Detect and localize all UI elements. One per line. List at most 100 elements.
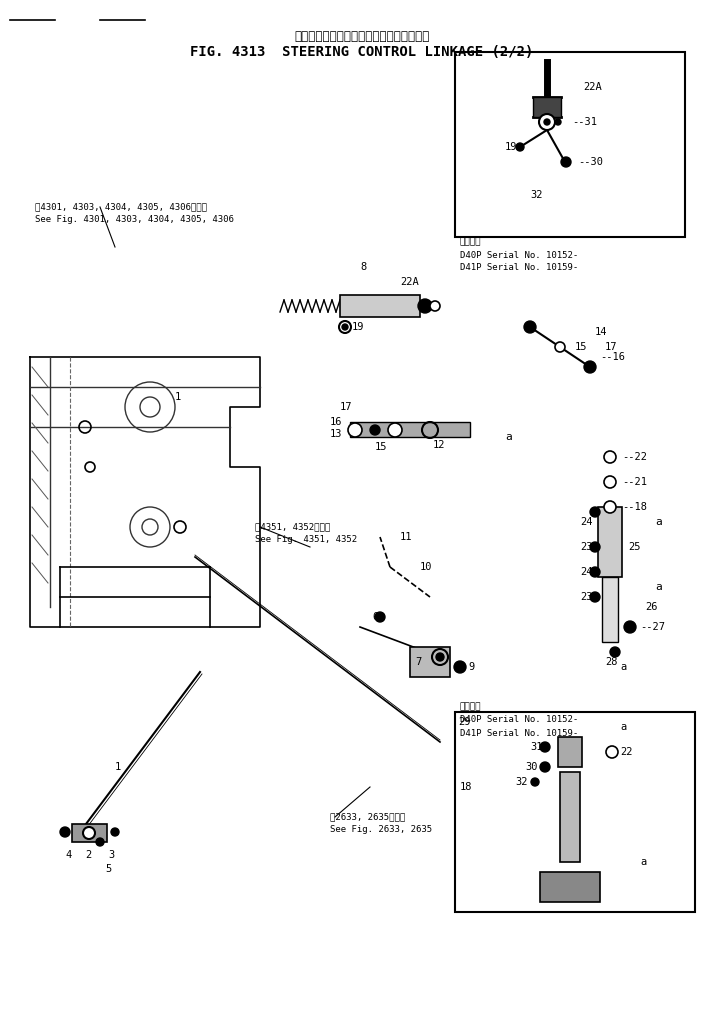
Text: 23: 23 bbox=[580, 592, 592, 602]
Text: 29: 29 bbox=[458, 717, 471, 727]
Text: See Fig. 4301, 4303, 4304, 4305, 4306: See Fig. 4301, 4303, 4304, 4305, 4306 bbox=[35, 216, 234, 225]
Text: --21: --21 bbox=[622, 477, 647, 487]
Text: a: a bbox=[640, 857, 646, 868]
Bar bbox=[72, 824, 107, 842]
Circle shape bbox=[540, 742, 550, 752]
Text: 25: 25 bbox=[628, 542, 640, 552]
Bar bbox=[598, 507, 622, 577]
Text: 14: 14 bbox=[595, 327, 608, 337]
Circle shape bbox=[590, 507, 600, 517]
Bar bbox=[560, 772, 580, 862]
Circle shape bbox=[539, 114, 555, 130]
Circle shape bbox=[516, 143, 524, 151]
Circle shape bbox=[370, 425, 380, 435]
Circle shape bbox=[604, 501, 616, 513]
Circle shape bbox=[348, 423, 362, 437]
Text: 8: 8 bbox=[360, 262, 366, 272]
Text: 32: 32 bbox=[515, 777, 528, 787]
Circle shape bbox=[584, 361, 596, 373]
Text: D40P Serial No. 10152-: D40P Serial No. 10152- bbox=[460, 716, 579, 724]
Circle shape bbox=[590, 542, 600, 552]
Circle shape bbox=[555, 119, 561, 125]
Circle shape bbox=[606, 746, 618, 758]
Circle shape bbox=[610, 647, 620, 657]
Text: a: a bbox=[620, 662, 626, 672]
Text: 19: 19 bbox=[505, 142, 518, 152]
Bar bbox=[340, 295, 420, 317]
Text: FIG. 4313  STEERING CONTROL LINKAGE (2/2): FIG. 4313 STEERING CONTROL LINKAGE (2/2) bbox=[190, 45, 534, 59]
Circle shape bbox=[555, 342, 565, 352]
Text: 第4301, 4303, 4304, 4305, 4306図参照: 第4301, 4303, 4304, 4305, 4306図参照 bbox=[35, 202, 207, 212]
Circle shape bbox=[454, 661, 466, 673]
Text: 1: 1 bbox=[175, 392, 181, 402]
Bar bbox=[558, 737, 582, 767]
Text: 30: 30 bbox=[525, 762, 537, 772]
Text: D41P Serial No. 10159-: D41P Serial No. 10159- bbox=[460, 262, 579, 272]
Text: 28: 28 bbox=[605, 657, 618, 667]
Text: a: a bbox=[655, 517, 662, 527]
Circle shape bbox=[590, 592, 600, 602]
Bar bbox=[533, 97, 561, 117]
Circle shape bbox=[96, 838, 104, 846]
Text: 22A: 22A bbox=[583, 82, 602, 92]
Text: --30: --30 bbox=[578, 157, 603, 167]
Circle shape bbox=[375, 612, 385, 622]
Circle shape bbox=[418, 299, 432, 313]
Text: See Fig. 4351, 4352: See Fig. 4351, 4352 bbox=[255, 536, 357, 544]
Circle shape bbox=[561, 157, 571, 167]
Text: 2: 2 bbox=[85, 850, 91, 860]
Circle shape bbox=[524, 321, 536, 333]
Text: 適用号俸: 適用号俸 bbox=[460, 703, 481, 712]
Text: 23: 23 bbox=[580, 542, 592, 552]
Text: 32: 32 bbox=[530, 190, 542, 200]
Text: 15: 15 bbox=[575, 342, 587, 352]
Circle shape bbox=[436, 653, 444, 661]
Bar bbox=[455, 712, 695, 912]
Text: 9: 9 bbox=[468, 662, 474, 672]
Text: 26: 26 bbox=[645, 602, 658, 612]
Text: a: a bbox=[620, 722, 626, 732]
Text: 第2633, 2635図参照: 第2633, 2635図参照 bbox=[330, 813, 405, 822]
Text: 16: 16 bbox=[330, 417, 342, 427]
Text: 5: 5 bbox=[105, 864, 111, 874]
Text: ステアリング　コントロール　リンケージ: ステアリング コントロール リンケージ bbox=[294, 31, 430, 44]
Text: --22: --22 bbox=[622, 452, 647, 462]
Text: 11: 11 bbox=[400, 532, 413, 542]
Circle shape bbox=[111, 828, 119, 836]
Circle shape bbox=[540, 762, 550, 772]
Bar bbox=[540, 872, 600, 902]
Text: --16: --16 bbox=[600, 352, 625, 362]
Text: --31: --31 bbox=[572, 117, 597, 127]
Text: 24: 24 bbox=[580, 517, 592, 527]
Circle shape bbox=[83, 827, 95, 839]
Text: 22: 22 bbox=[620, 747, 632, 757]
Text: a: a bbox=[505, 432, 512, 442]
Text: 第4351, 4352図参照: 第4351, 4352図参照 bbox=[255, 523, 331, 532]
Circle shape bbox=[604, 476, 616, 488]
Text: 19: 19 bbox=[352, 322, 365, 332]
Circle shape bbox=[430, 301, 440, 311]
Text: --27: --27 bbox=[640, 622, 665, 632]
Text: --18: --18 bbox=[622, 502, 647, 512]
Circle shape bbox=[624, 621, 636, 633]
Circle shape bbox=[531, 778, 539, 786]
Text: a: a bbox=[655, 582, 662, 592]
Bar bbox=[602, 577, 618, 642]
Bar bbox=[350, 422, 470, 437]
Text: 22A: 22A bbox=[400, 277, 419, 287]
Text: 24: 24 bbox=[580, 567, 592, 577]
Text: 7: 7 bbox=[415, 657, 421, 667]
Text: 12: 12 bbox=[433, 440, 445, 450]
Text: See Fig. 2633, 2635: See Fig. 2633, 2635 bbox=[330, 826, 432, 835]
Circle shape bbox=[388, 423, 402, 437]
Text: 1: 1 bbox=[115, 762, 121, 772]
Text: D41P Serial No. 10159-: D41P Serial No. 10159- bbox=[460, 728, 579, 737]
Text: 17: 17 bbox=[605, 342, 618, 352]
Circle shape bbox=[342, 324, 348, 330]
Text: 15: 15 bbox=[375, 442, 387, 452]
Bar bbox=[410, 647, 450, 677]
Text: 18: 18 bbox=[460, 782, 473, 792]
Text: 6: 6 bbox=[372, 612, 378, 622]
Bar bbox=[455, 52, 685, 237]
Text: 13: 13 bbox=[330, 429, 342, 439]
